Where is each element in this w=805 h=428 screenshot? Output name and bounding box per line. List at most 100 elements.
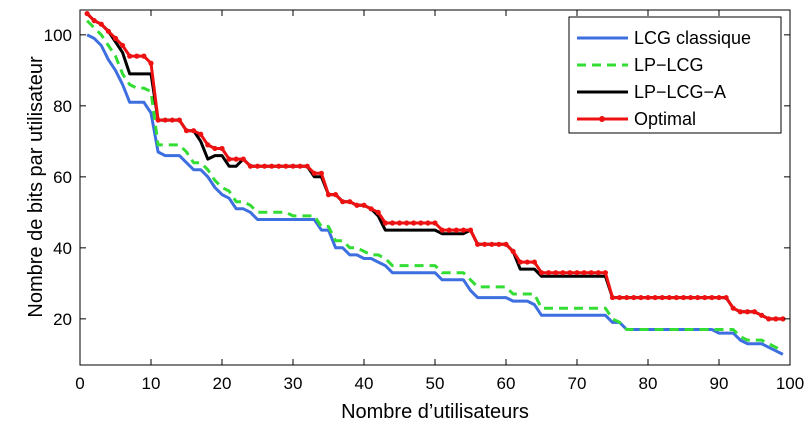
series-line-lp-lcg <box>86 19 784 353</box>
data-point-optimal <box>396 220 403 226</box>
data-point-optimal <box>112 35 119 42</box>
data-point-optimal <box>91 18 97 24</box>
x-tick-label: 70 <box>568 374 587 393</box>
x-tick-label: 60 <box>497 374 516 393</box>
data-point-optimal <box>120 42 126 49</box>
legend: LCG classique LP−LCG LP−LCG−A Optimal <box>568 16 782 134</box>
data-point-optimal <box>375 209 381 215</box>
data-point-optimal <box>553 270 559 276</box>
data-point-optimal <box>588 270 594 276</box>
data-point-optimal <box>524 259 530 265</box>
data-point-optimal <box>659 294 665 301</box>
data-point-optimal <box>290 163 296 169</box>
data-point-optimal <box>673 294 680 301</box>
data-point-optimal <box>751 309 758 315</box>
data-point-optimal <box>652 294 658 301</box>
data-point-optimal <box>176 117 182 123</box>
ticks-layer: 0 10 20 30 40 50 60 70 80 90 100 20 40 60 80 100 <box>44 10 804 393</box>
data-point-optimal <box>340 199 346 205</box>
series-layer <box>84 10 786 356</box>
y-tick-label: 40 <box>53 239 72 258</box>
data-point-optimal <box>432 220 438 226</box>
data-point-optimal <box>162 117 168 123</box>
data-point-optimal <box>581 270 587 276</box>
data-point-optimal <box>361 202 367 208</box>
data-point-optimal <box>489 241 495 247</box>
data-point-optimal <box>333 192 339 198</box>
data-point-optimal <box>283 163 289 169</box>
data-point-optimal <box>688 294 694 301</box>
x-tick-label: 80 <box>639 374 658 393</box>
data-point-optimal <box>702 294 708 301</box>
data-point-optimal <box>304 163 310 169</box>
data-point-optimal <box>169 117 175 123</box>
data-point-optimal <box>318 170 324 176</box>
x-tick-label: 20 <box>213 374 232 393</box>
data-point-optimal <box>262 163 268 169</box>
data-point-optimal <box>84 10 90 17</box>
x-tick-label: 0 <box>75 374 84 393</box>
data-point-optimal <box>148 60 154 66</box>
data-point-optimal <box>609 294 616 301</box>
data-point-optimal <box>389 220 395 226</box>
x-axis-label: Nombre d’utilisateurs <box>341 401 529 423</box>
data-point-optimal <box>730 305 736 311</box>
data-point-optimal <box>418 220 424 226</box>
data-point-optimal <box>723 294 729 301</box>
data-point-optimal <box>695 294 701 301</box>
data-point-optimal <box>567 270 573 276</box>
data-point-optimal <box>517 259 523 265</box>
data-point-optimal <box>411 220 417 226</box>
data-point-optimal <box>276 163 282 169</box>
y-axis-label: Nombre de bits par utilisateur <box>25 56 47 318</box>
x-tick-label: 40 <box>355 374 374 393</box>
data-point-optimal <box>269 163 275 169</box>
data-point-optimal <box>233 156 239 162</box>
data-point-optimal <box>354 202 360 208</box>
data-point-optimal <box>595 270 601 276</box>
x-tick-label: 10 <box>142 374 161 393</box>
data-point-optimal <box>141 53 147 59</box>
data-point-optimal <box>127 53 133 59</box>
data-point-optimal <box>709 294 715 301</box>
x-tick-label: 30 <box>284 374 303 393</box>
y-tick-label: 80 <box>53 97 72 116</box>
data-point-optimal <box>198 131 204 137</box>
data-point-optimal <box>247 163 253 169</box>
data-point-optimal <box>737 309 743 315</box>
x-tick-label: 100 <box>776 374 804 393</box>
legend-box <box>568 16 782 134</box>
data-point-optimal <box>759 312 765 318</box>
data-point-optimal <box>368 206 374 212</box>
plot-frame <box>79 9 791 366</box>
legend-label-optimal: Optimal <box>634 109 696 129</box>
data-point-optimal <box>105 28 111 34</box>
data-point-optimal <box>240 156 246 162</box>
data-point-optimal <box>780 316 786 322</box>
legend-marker-optimal <box>599 116 605 122</box>
data-point-optimal <box>460 227 466 233</box>
data-point-optimal <box>716 294 722 301</box>
data-point-optimal <box>212 145 218 152</box>
data-point-optimal <box>226 156 232 162</box>
data-point-optimal <box>666 294 672 301</box>
data-point-optimal <box>325 192 332 198</box>
data-point-optimal <box>205 142 211 148</box>
data-point-optimal <box>219 145 225 152</box>
data-point-optimal <box>425 220 431 226</box>
data-point-optimal <box>467 227 474 233</box>
y-tick-label: 100 <box>44 26 72 45</box>
data-point-optimal <box>453 227 459 233</box>
data-point-optimal <box>297 163 303 169</box>
data-point-optimal <box>134 53 140 59</box>
x-tick-label: 50 <box>426 374 445 393</box>
y-tick-label: 20 <box>53 310 72 329</box>
data-point-optimal <box>183 128 190 134</box>
data-point-optimal <box>496 241 502 247</box>
data-point-optimal <box>744 309 751 315</box>
data-point-optimal <box>98 21 104 27</box>
data-point-optimal <box>631 294 637 301</box>
data-point-optimal <box>617 294 623 301</box>
data-point-optimal <box>602 270 609 276</box>
legend-label-lp-lcg: LP−LCG <box>634 55 704 75</box>
